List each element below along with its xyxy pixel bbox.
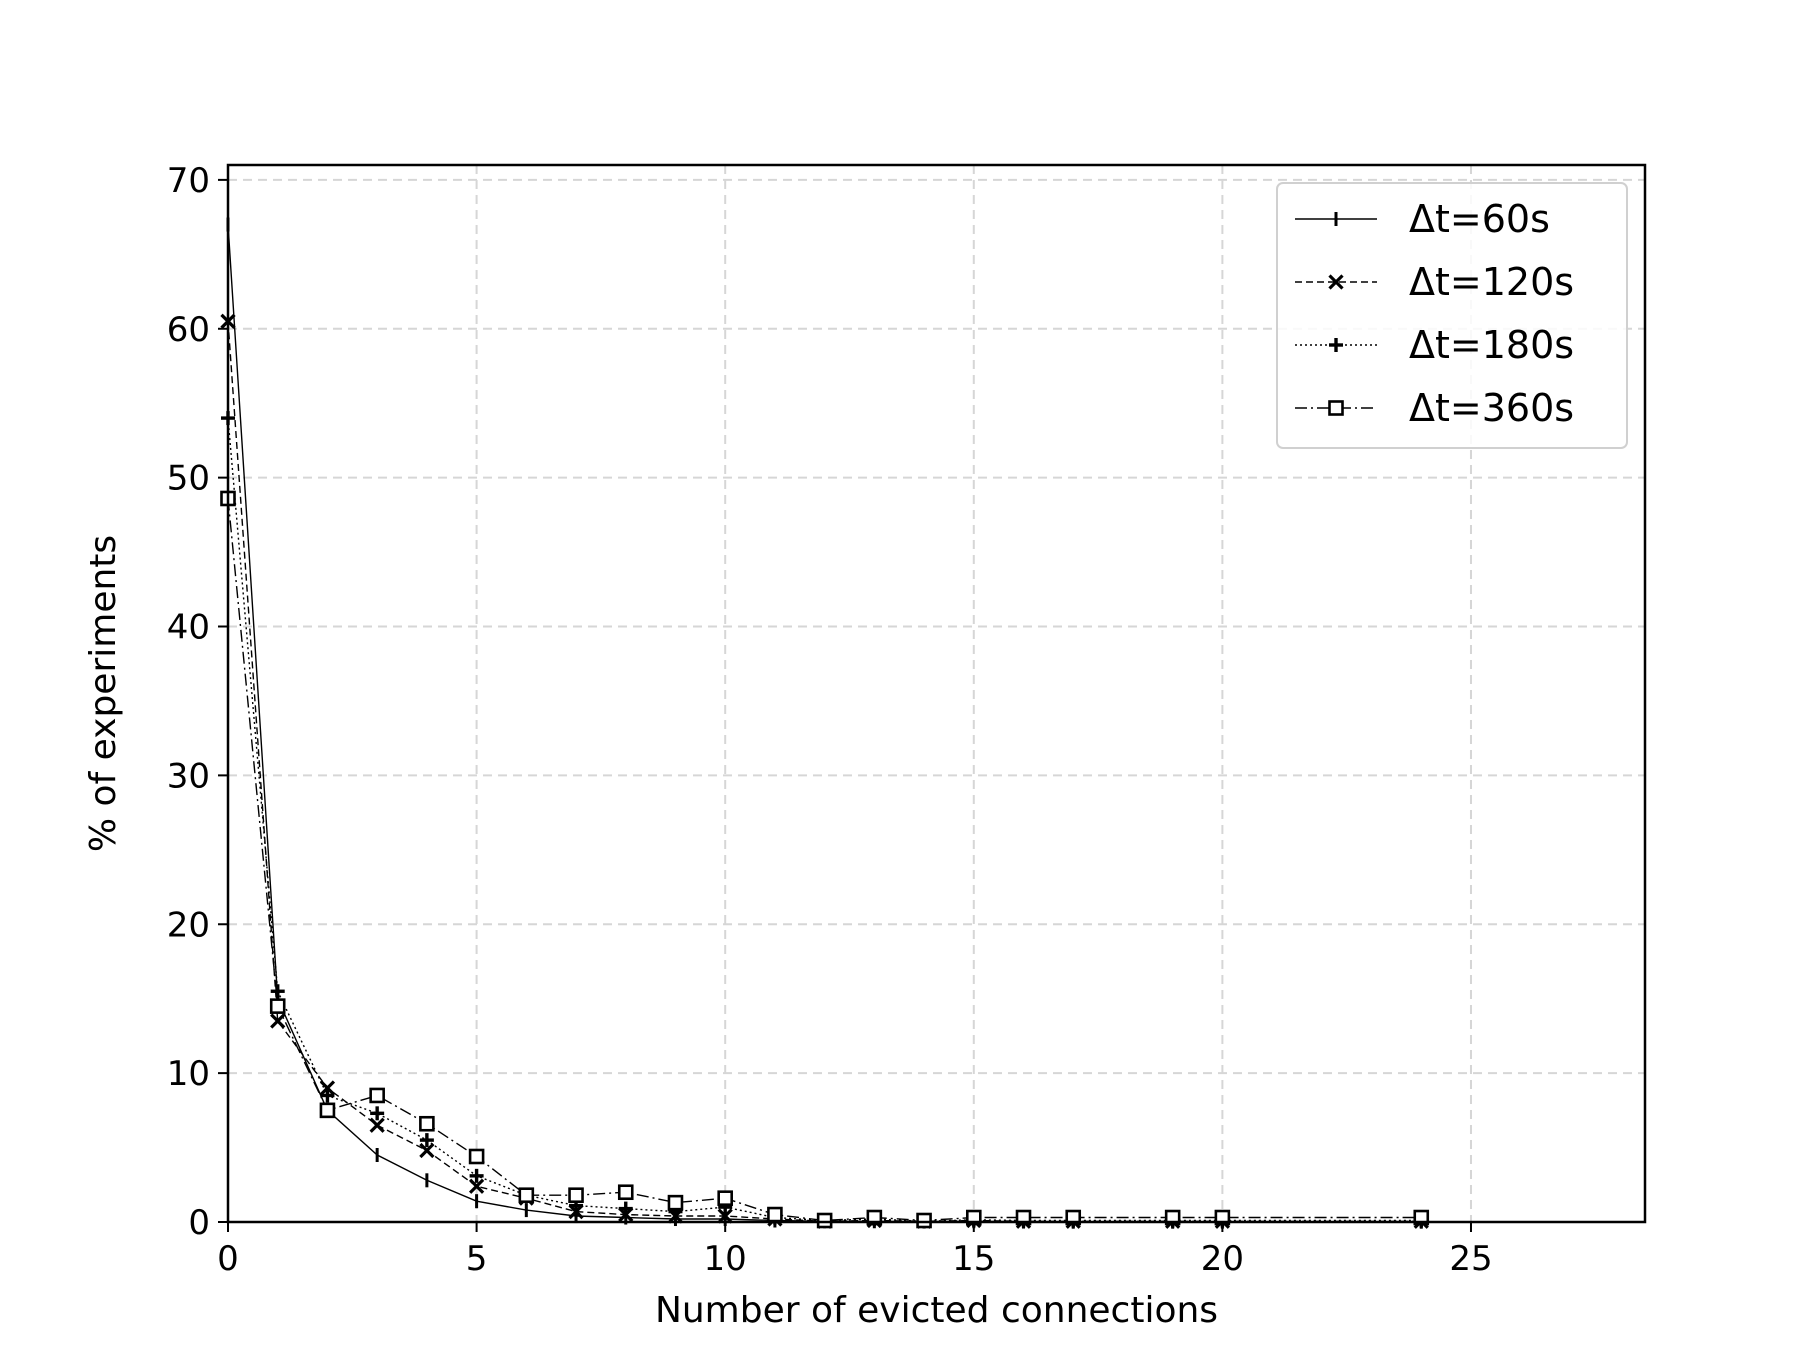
- y-tick-label: 0: [188, 1203, 210, 1243]
- legend-label: Δt=360s: [1409, 386, 1574, 430]
- x-tick-label: 20: [1201, 1239, 1244, 1279]
- y-tick-label: 60: [167, 310, 210, 350]
- square-marker: [419, 1115, 435, 1132]
- plus-marker: [320, 1088, 335, 1103]
- plus-marker: [469, 1168, 484, 1183]
- x-tick-label: 15: [952, 1239, 995, 1279]
- plus-marker: [419, 1133, 434, 1148]
- y-tick-label: 50: [167, 459, 210, 499]
- plus-marker: [618, 1201, 633, 1216]
- y-tick-label: 30: [167, 756, 210, 796]
- square-marker: [269, 998, 286, 1014]
- y-tick-label: 40: [167, 608, 210, 648]
- square-marker: [816, 1212, 833, 1229]
- plus-marker: [370, 1106, 385, 1121]
- square-marker: [667, 1194, 684, 1211]
- x-tick-label: 10: [704, 1239, 747, 1279]
- legend-label: Δt=120s: [1409, 260, 1574, 304]
- square-marker: [1328, 400, 1344, 416]
- x-axis-label: Number of evicted connections: [655, 1290, 1218, 1331]
- x-tick-label: 0: [217, 1239, 239, 1279]
- square-marker: [717, 1190, 733, 1206]
- square-marker: [916, 1212, 932, 1229]
- legend-label: Δt=60s: [1409, 197, 1550, 241]
- plus-marker: [270, 984, 285, 999]
- x-tick-label: 25: [1449, 1239, 1492, 1279]
- legend-label: Δt=180s: [1409, 323, 1574, 367]
- axis-ticks: 0 5 10 15 20 25 0 10 20 30 40 50 60 70: [167, 161, 1493, 1279]
- x-tick-label: 5: [466, 1239, 488, 1279]
- x-marker: [270, 1013, 286, 1029]
- square-marker: [568, 1187, 584, 1204]
- series-3: [220, 490, 1430, 1229]
- square-marker: [617, 1184, 634, 1201]
- legend-box: [1276, 182, 1628, 449]
- y-axis-label: % of experiments: [83, 535, 124, 852]
- y-tick-label: 70: [167, 161, 210, 201]
- square-marker: [518, 1187, 535, 1204]
- series-group: [220, 217, 1430, 1229]
- plot-frame: [226, 163, 1647, 1224]
- legend: Δt=60s Δt=120s Δt=180s Δt=360s: [1276, 182, 1628, 449]
- square-marker: [767, 1206, 783, 1223]
- x-marker: [468, 1178, 485, 1194]
- plus-marker: [1329, 338, 1343, 352]
- square-marker: [369, 1087, 385, 1104]
- square-marker: [319, 1102, 336, 1119]
- x-marker: [1328, 274, 1344, 290]
- y-tick-label: 20: [167, 905, 210, 945]
- x-marker: [319, 1080, 336, 1096]
- x-marker: [419, 1142, 435, 1159]
- square-marker: [468, 1148, 485, 1165]
- x-marker: [717, 1208, 733, 1224]
- x-marker: [369, 1117, 385, 1133]
- y-tick-label: 10: [167, 1054, 210, 1094]
